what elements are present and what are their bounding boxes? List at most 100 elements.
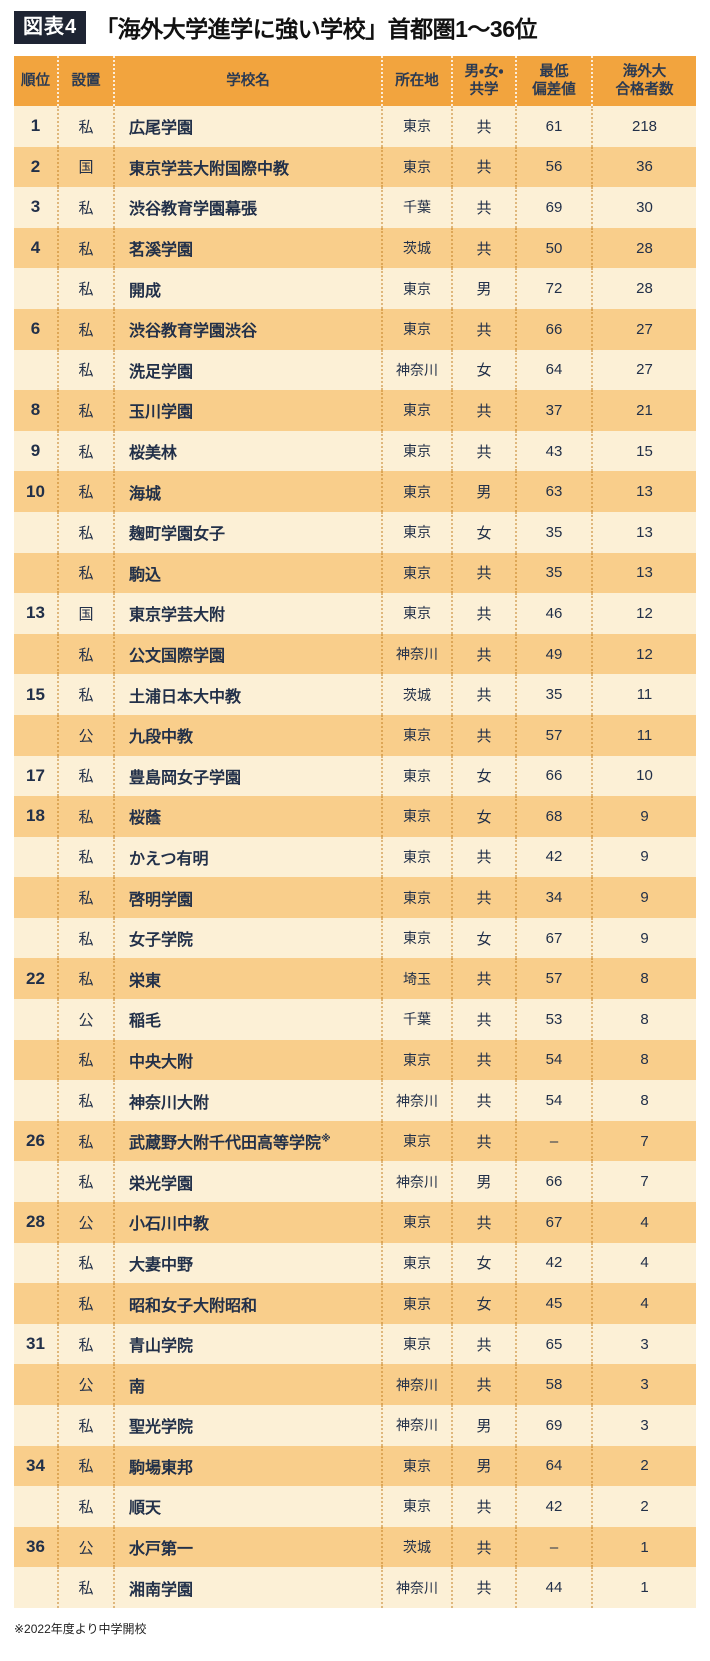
cell-location: 東京 (381, 1486, 452, 1527)
table-row: 私 中央大附 東京 共 54 8 (14, 1039, 696, 1081)
cell-type: 私 (57, 633, 114, 675)
title-bar: 図表4 「海外大学進学に強い学校」首都圏1〜36位 (14, 10, 696, 44)
cell-deviation: 54 (515, 1080, 592, 1121)
cell-rank: 17 (14, 755, 58, 797)
cell-gender: 女 (451, 796, 516, 837)
cell-school: 駒込 (113, 552, 382, 594)
cell-gender: 共 (451, 674, 516, 715)
cell-location: 東京 (381, 390, 452, 431)
figure-label: 図表4 (14, 10, 87, 44)
table-row: 私 聖光学院 神奈川 男 69 3 (14, 1405, 696, 1446)
cell-type: 公 (57, 1364, 114, 1405)
cell-type: 私 (57, 106, 114, 147)
table-row: 18 私 桜蔭 東京 女 68 9 (14, 796, 696, 837)
cell-location: 東京 (381, 836, 452, 878)
cell-count: 27 (591, 349, 696, 391)
cell-type: 私 (57, 877, 114, 918)
cell-gender: 共 (451, 714, 516, 756)
cell-gender: 共 (451, 877, 516, 918)
cell-deviation: 64 (515, 349, 592, 391)
page-title: 「海外大学進学に強い学校」首都圏1〜36位 (95, 16, 537, 42)
cell-deviation: 66 (515, 755, 592, 797)
cell-count: 30 (591, 187, 696, 228)
cell-deviation: 66 (515, 308, 592, 350)
cell-count: 4 (591, 1283, 696, 1324)
ranking-table-body: 1 私 広尾学園 東京 共 61 218 2 国 東京学芸大附国際中教 東京 共… (14, 106, 696, 1608)
cell-count: 218 (591, 106, 696, 147)
table-row: 公 九段中教 東京 共 57 11 (14, 714, 696, 756)
cell-type: 公 (57, 714, 114, 756)
cell-gender: 男 (451, 1405, 516, 1446)
cell-gender: 共 (451, 1567, 516, 1608)
cell-type: 私 (57, 1323, 114, 1365)
cell-gender: 男 (451, 1445, 516, 1487)
cell-deviation: – (515, 1526, 592, 1568)
cell-school: 昭和女子大附昭和 (113, 1283, 382, 1324)
cell-location: 東京 (381, 1039, 452, 1081)
cell-gender: 共 (451, 1120, 516, 1162)
cell-count: 12 (591, 633, 696, 675)
cell-deviation: 45 (515, 1283, 592, 1324)
cell-rank: 9 (14, 430, 58, 472)
cell-rank: 10 (14, 471, 58, 512)
cell-deviation: 65 (515, 1323, 592, 1365)
table-row: 私 昭和女子大附昭和 東京 女 45 4 (14, 1283, 696, 1324)
cell-school: 豊島岡女子学園 (113, 755, 382, 797)
cell-count: 15 (591, 430, 696, 472)
cell-location: 神奈川 (381, 1080, 452, 1121)
cell-school: 海城 (113, 471, 382, 512)
cell-gender: 共 (451, 999, 516, 1040)
cell-deviation: 61 (515, 106, 592, 147)
table-row: 私 公文国際学園 神奈川 共 49 12 (14, 633, 696, 675)
cell-rank (14, 1283, 58, 1324)
cell-rank (14, 1405, 58, 1446)
cell-count: 8 (591, 1039, 696, 1081)
cell-gender: 共 (451, 1323, 516, 1365)
cell-gender: 共 (451, 1039, 516, 1081)
cell-location: 東京 (381, 796, 452, 837)
cell-school: 順天 (113, 1486, 382, 1527)
cell-type: 私 (57, 1283, 114, 1324)
table-row: 36 公 水戸第一 茨城 共 – 1 (14, 1526, 696, 1568)
cell-gender: 共 (451, 390, 516, 431)
cell-rank (14, 1080, 58, 1121)
cell-deviation: 69 (515, 187, 592, 228)
cell-gender: 女 (451, 917, 516, 959)
cell-location: 神奈川 (381, 1567, 452, 1608)
cell-rank (14, 836, 58, 878)
cell-school: 渋谷教育学園渋谷 (113, 308, 382, 350)
cell-location: 東京 (381, 268, 452, 309)
cell-gender: 共 (451, 958, 516, 1000)
cell-gender: 共 (451, 430, 516, 472)
cell-rank: 15 (14, 674, 58, 715)
cell-location: 東京 (381, 593, 452, 634)
cell-school: 渋谷教育学園幕張 (113, 187, 382, 228)
cell-gender: 共 (451, 1202, 516, 1243)
cell-school: 桜蔭 (113, 796, 382, 837)
table-row: 26 私 武蔵野大附千代田高等学院※ 東京 共 – 7 (14, 1120, 696, 1162)
cell-type: 私 (57, 958, 114, 1000)
cell-type: 私 (57, 796, 114, 837)
cell-count: 2 (591, 1486, 696, 1527)
cell-school: 女子学院 (113, 917, 382, 959)
cell-school: 小石川中教 (113, 1202, 382, 1243)
cell-school: 稲毛 (113, 999, 382, 1040)
cell-deviation: 35 (515, 552, 592, 594)
cell-deviation: 42 (515, 1242, 592, 1284)
cell-gender: 女 (451, 755, 516, 797)
cell-count: 13 (591, 471, 696, 512)
cell-type: 私 (57, 511, 114, 553)
cell-count: 13 (591, 552, 696, 594)
table-row: 28 公 小石川中教 東京 共 67 4 (14, 1202, 696, 1243)
cell-count: 11 (591, 674, 696, 715)
cell-deviation: 46 (515, 593, 592, 634)
table-row: 17 私 豊島岡女子学園 東京 女 66 10 (14, 755, 696, 797)
cell-location: 東京 (381, 714, 452, 756)
cell-location: 東京 (381, 308, 452, 350)
cell-type: 私 (57, 471, 114, 512)
cell-count: 36 (591, 146, 696, 188)
cell-count: 3 (591, 1405, 696, 1446)
column-header-deviation: 最低 偏差値 (515, 56, 592, 106)
table-row: 9 私 桜美林 東京 共 43 15 (14, 430, 696, 472)
